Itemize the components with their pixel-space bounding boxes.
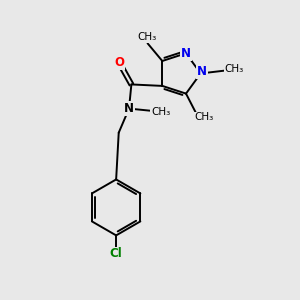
Text: CH₃: CH₃ [137,32,157,42]
Text: N: N [197,65,207,79]
Text: CH₃: CH₃ [224,64,244,74]
Text: CH₃: CH₃ [151,106,170,116]
Text: N: N [181,47,191,60]
Text: CH₃: CH₃ [194,112,213,122]
Text: N: N [124,102,134,115]
Text: O: O [115,56,124,69]
Text: Cl: Cl [110,248,122,260]
